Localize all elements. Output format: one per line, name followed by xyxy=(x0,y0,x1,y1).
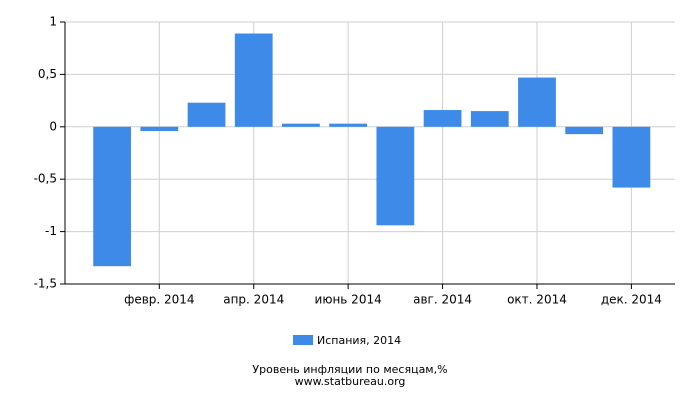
bar xyxy=(93,126,131,267)
x-tick-label: февр. 2014 xyxy=(124,293,195,307)
x-tick-label: июнь 2014 xyxy=(315,293,382,307)
bar xyxy=(470,111,509,127)
bar xyxy=(234,33,273,127)
bar xyxy=(376,126,415,226)
legend-swatch xyxy=(293,335,313,345)
x-tick-label: окт. 2014 xyxy=(507,293,567,307)
y-tick-label: 0 xyxy=(49,119,57,133)
y-tick-label: -0,5 xyxy=(34,172,57,186)
bar xyxy=(282,123,320,127)
y-tick-label: 0,5 xyxy=(38,67,57,81)
chart-subtitle: www.statbureau.org xyxy=(295,375,406,388)
legend-label: Испания, 2014 xyxy=(317,334,401,347)
bar xyxy=(140,126,179,131)
x-tick-label: авг. 2014 xyxy=(413,293,472,307)
bar xyxy=(518,77,556,127)
chart-title: Уровень инфляции по месяцам,% xyxy=(252,363,447,376)
bar xyxy=(423,110,462,127)
bar xyxy=(565,126,604,135)
y-tick-label: -1,5 xyxy=(34,277,57,291)
x-tick-label: апр. 2014 xyxy=(223,293,284,307)
bar xyxy=(612,126,651,188)
y-tick-label: -1 xyxy=(45,224,57,238)
y-tick-label: 1 xyxy=(49,15,57,29)
bar xyxy=(329,123,368,127)
x-tick-label: дек. 2014 xyxy=(601,293,662,307)
bar xyxy=(187,102,226,127)
